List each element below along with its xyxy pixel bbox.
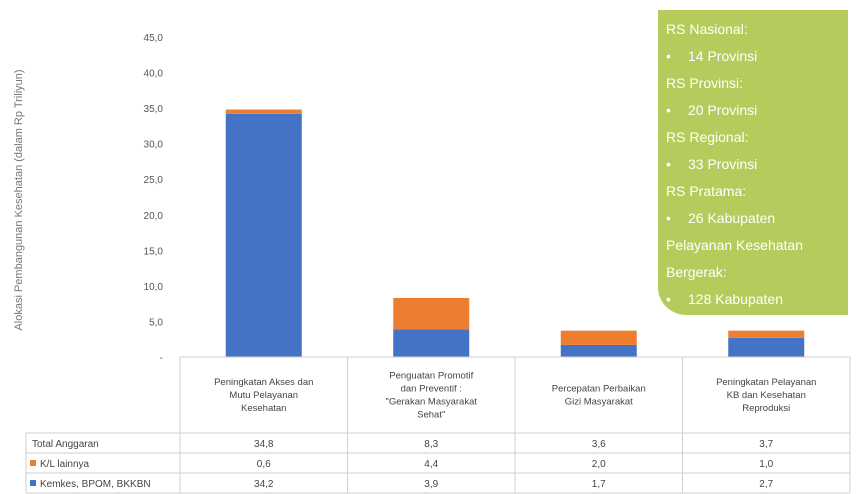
category-label: dan Preventif :: [401, 384, 462, 395]
note-item-text: 20 Provinsi: [688, 102, 758, 118]
bar-kemkes: [728, 337, 805, 357]
y-tick-label: 35,0: [144, 104, 164, 115]
data-label: 1,7: [592, 479, 606, 490]
bar-kl-lainnya: [225, 109, 302, 114]
data-label: 2,7: [759, 479, 773, 490]
category-label: Peningkatan Akses dan: [214, 377, 313, 388]
note-item: • 26 Kabupaten: [666, 205, 842, 232]
data-label: 3,6: [592, 439, 606, 450]
bullet: •: [666, 210, 671, 226]
y-tick-label: 5,0: [149, 317, 163, 328]
category-label: Sehat": [417, 410, 445, 421]
note-item-text: 26 Kabupaten: [688, 210, 776, 226]
y-tick-label: 40,0: [144, 69, 164, 80]
bar-kemkes: [560, 344, 637, 357]
data-label: 8,3: [424, 439, 438, 450]
legend-swatch: [30, 480, 36, 486]
note-item: • 14 Provinsi: [666, 43, 842, 70]
data-label: 3,7: [759, 439, 773, 450]
category-label: Reproduksi: [742, 403, 790, 414]
y-tick-label: -: [160, 353, 163, 364]
rs-info-panel: RS Nasional: • 14 Provinsi RS Provinsi: • 20 …: [658, 10, 848, 315]
bullet: •: [666, 102, 671, 118]
data-label: 4,4: [424, 459, 438, 470]
data-label: 3,9: [424, 479, 438, 490]
note-heading: Bergerak:: [666, 264, 727, 280]
bullet: •: [666, 291, 671, 307]
data-label: 1,0: [759, 459, 773, 470]
y-tick-label: 15,0: [144, 246, 164, 257]
row-header: Total Anggaran: [32, 439, 99, 450]
category-label: Kesehatan: [241, 403, 286, 414]
note-heading: Pelayanan Kesehatan: [666, 237, 803, 253]
category-label: Peningkatan Pelayanan: [716, 377, 816, 388]
category-label: "Gerakan Masyarakat: [385, 397, 477, 408]
data-label: 2,0: [592, 459, 606, 470]
bar-kl-lainnya: [560, 330, 637, 345]
legend-swatch: [30, 460, 36, 466]
data-label: 0,6: [257, 459, 271, 470]
y-tick-label: 25,0: [144, 175, 164, 186]
category-label: Mutu Pelayanan: [229, 390, 298, 401]
data-label: 34,8: [254, 439, 274, 450]
row-header: K/L lainnya: [40, 459, 90, 470]
category-label: Gizi Masyarakat: [565, 397, 633, 408]
note-item: • 33 Provinsi: [666, 151, 842, 178]
category-label: Penguatan Promotif: [389, 371, 473, 382]
note-item: • 20 Provinsi: [666, 97, 842, 124]
row-header: Kemkes, BPOM, BKKBN: [40, 479, 151, 490]
bullet: •: [666, 48, 671, 64]
note-heading: RS Nasional:: [666, 21, 748, 37]
bar-kl-lainnya: [393, 297, 470, 330]
y-tick-label: 20,0: [144, 211, 164, 222]
category-label: KB dan Kesehatan: [727, 390, 806, 401]
y-tick-label: 45,0: [144, 33, 164, 44]
y-axis-title: Alokasi Pembangunan Kesehatan (dalam Rp …: [13, 69, 25, 330]
bar-kemkes: [225, 113, 302, 357]
note-item-text: 14 Provinsi: [688, 48, 758, 64]
note-heading: RS Regional:: [666, 129, 749, 145]
bullet: •: [666, 156, 671, 172]
bar-kl-lainnya: [728, 330, 805, 338]
bar-kemkes: [393, 329, 470, 357]
y-tick-label: 10,0: [144, 282, 164, 293]
category-label: Percepatan Perbaikan: [552, 384, 646, 395]
note-item-text: 33 Provinsi: [688, 156, 758, 172]
y-tick-label: 30,0: [144, 140, 164, 151]
data-label: 34,2: [254, 479, 274, 490]
note-item: • 128 Kabupaten: [666, 286, 842, 313]
note-heading: RS Provinsi:: [666, 75, 744, 91]
note-item-text: 128 Kabupaten: [688, 291, 783, 307]
note-heading: RS Pratama:: [666, 183, 747, 199]
